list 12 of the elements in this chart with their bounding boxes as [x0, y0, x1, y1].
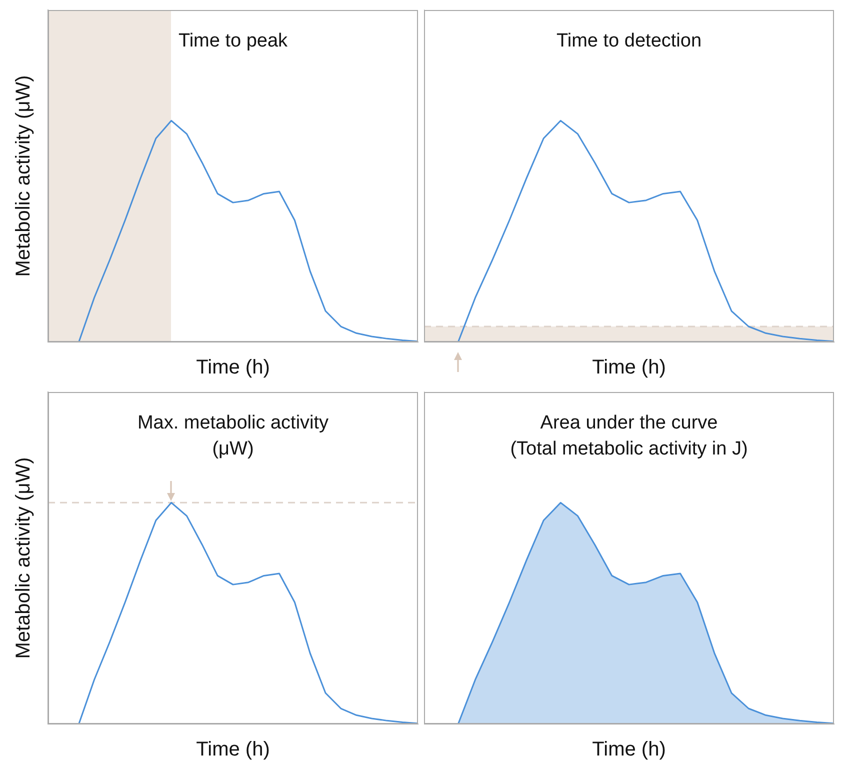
x-axis-title: Time (h)	[592, 356, 666, 379]
y-axis-title: Metabolic activity (μW)	[12, 457, 35, 659]
chart-title: Time to detection	[556, 30, 702, 52]
x-axis-title: Time (h)	[196, 356, 270, 379]
chart-subtitle: (μW)	[212, 438, 254, 460]
x-axis-title: Time (h)	[196, 738, 270, 761]
x-axis-title: Time (h)	[592, 738, 666, 761]
chart-title: Area under the curve	[540, 412, 718, 434]
y-axis-title: Metabolic activity (μW)	[12, 75, 35, 277]
chart-title: Max. metabolic activity	[137, 412, 330, 434]
chart-title: Time to peak	[178, 30, 288, 52]
chart-subtitle: (Total metabolic activity in J)	[510, 438, 748, 460]
